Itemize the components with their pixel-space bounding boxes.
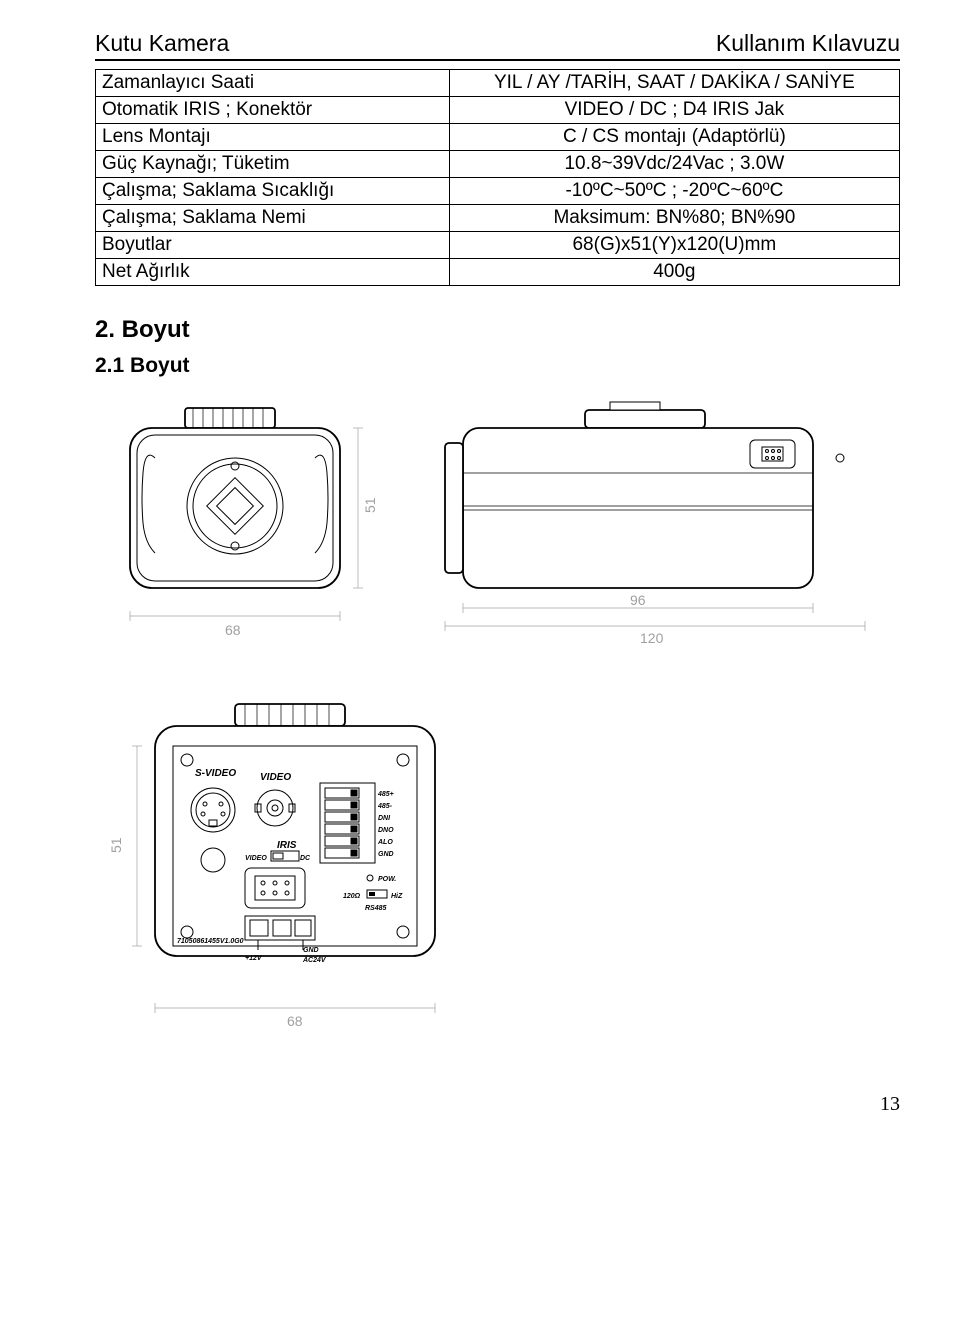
pcb-label: 71050861455V1.0G0 — [177, 938, 244, 945]
page-number: 13 — [95, 1093, 900, 1116]
pin-dni: DNI — [378, 815, 391, 822]
gnd-label: GND — [303, 947, 319, 954]
header-left: Kutu Kamera — [95, 30, 229, 57]
table-row: Çalışma; Saklama NemiMaksimum: BN%80; BN… — [96, 205, 900, 232]
plus12v-label: +12V — [245, 955, 263, 962]
front-view-drawing: 51 68 — [95, 398, 395, 658]
pin-dno: DNO — [378, 827, 394, 834]
spec-label: Otomatik IRIS ; Konektör — [96, 97, 450, 124]
ac24v-label: AC24V — [302, 957, 327, 964]
table-row: Boyutlar68(G)x51(Y)x120(U)mm — [96, 232, 900, 259]
back-height-dim: 51 — [108, 837, 124, 853]
hiz-label: HiZ — [391, 893, 403, 900]
back-view-drawing: S-VIDEO VIDEO IRIS VIDEO DC — [95, 698, 515, 1058]
side-view-drawing: 96 120 — [415, 398, 895, 658]
spec-label: Güç Kaynağı; Tüketim — [96, 151, 450, 178]
spec-value: 68(G)x51(Y)x120(U)mm — [449, 232, 899, 259]
spec-value: 400g — [449, 259, 899, 286]
spec-value: VIDEO / DC ; D4 IRIS Jak — [449, 97, 899, 124]
spec-label: Net Ağırlık — [96, 259, 450, 286]
pow-label: POW. — [378, 876, 396, 883]
table-row: Zamanlayıcı SaatiYIL / AY /TARİH, SAAT /… — [96, 70, 900, 97]
section-subtitle: 2.1 Boyut — [95, 354, 900, 378]
svideo-label: S-VIDEO — [195, 768, 236, 779]
spec-label: Boyutlar — [96, 232, 450, 259]
spec-value: 10.8~39Vdc/24Vac ; 3.0W — [449, 151, 899, 178]
spec-label: Zamanlayıcı Saati — [96, 70, 450, 97]
front-width-dim: 68 — [225, 622, 241, 638]
spec-value: YIL / AY /TARİH, SAAT / DAKİKA / SANİYE — [449, 70, 899, 97]
rs485-label: RS485 — [365, 905, 387, 912]
spec-value: -10ºC~50ºC ; -20ºC~60ºC — [449, 178, 899, 205]
table-row: Otomatik IRIS ; KonektörVIDEO / DC ; D4 … — [96, 97, 900, 124]
pin-485m: 485- — [377, 803, 393, 810]
section-title: 2. Boyut — [95, 316, 900, 344]
side-total-dim: 120 — [640, 630, 664, 646]
pin-485p: 485+ — [377, 791, 394, 798]
table-row: Çalışma; Saklama Sıcaklığı-10ºC~50ºC ; -… — [96, 178, 900, 205]
table-row: Net Ağırlık400g — [96, 259, 900, 286]
header-right: Kullanım Kılavuzu — [716, 30, 900, 57]
spec-label: Çalışma; Saklama Sıcaklığı — [96, 178, 450, 205]
spec-value: Maksimum: BN%80; BN%90 — [449, 205, 899, 232]
technical-drawings: 51 68 — [95, 398, 900, 1063]
iris-label: IRIS — [277, 840, 297, 851]
iris-dc-label: DC — [300, 855, 311, 862]
ohm-label: 120Ω — [343, 893, 361, 900]
pin-alo: ALO — [377, 839, 393, 846]
spec-label: Lens Montajı — [96, 124, 450, 151]
spec-table: Zamanlayıcı SaatiYIL / AY /TARİH, SAAT /… — [95, 69, 900, 286]
spec-value: C / CS montajı (Adaptörlü) — [449, 124, 899, 151]
page-header: Kutu Kamera Kullanım Kılavuzu — [95, 30, 900, 61]
back-width-dim: 68 — [287, 1013, 303, 1029]
pin-gnd: GND — [378, 851, 394, 858]
iris-video-label: VIDEO — [245, 855, 267, 862]
table-row: Güç Kaynağı; Tüketim10.8~39Vdc/24Vac ; 3… — [96, 151, 900, 178]
table-row: Lens MontajıC / CS montajı (Adaptörlü) — [96, 124, 900, 151]
side-body-dim: 96 — [630, 592, 646, 608]
spec-label: Çalışma; Saklama Nemi — [96, 205, 450, 232]
video-label: VIDEO — [260, 772, 291, 783]
front-height-dim: 51 — [362, 497, 378, 513]
